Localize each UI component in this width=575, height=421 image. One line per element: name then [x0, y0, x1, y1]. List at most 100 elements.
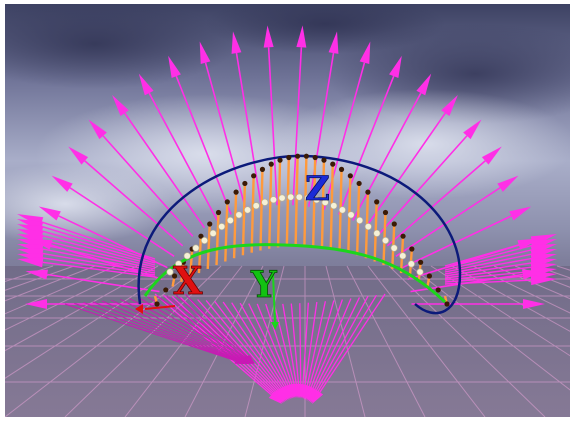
orange-arrow-tip [374, 199, 380, 205]
orange-arrow-tip [365, 189, 371, 195]
magenta-arrow [68, 146, 184, 247]
orange-arrow-tip [207, 221, 213, 227]
orange-arrow-tip [347, 173, 353, 179]
orange-arrow-tip [233, 189, 239, 195]
pearl-bead [390, 244, 398, 252]
orange-arrow-tip [154, 301, 160, 307]
magenta-arrow [263, 25, 278, 206]
grid-line [367, 265, 486, 417]
grid-line [451, 265, 570, 332]
pearl-bead [278, 194, 286, 202]
cloud-dark [5, 4, 235, 89]
pearl-bead [235, 211, 243, 219]
grid-line [493, 265, 570, 300]
orange-arrow-tip [286, 154, 292, 161]
orange-arrow-tip [400, 233, 406, 239]
orange-arrow-tip [215, 209, 222, 216]
cloud-light [275, 89, 570, 199]
grid-line [472, 265, 570, 314]
magenta-arrow [352, 73, 432, 221]
orange-arrow [285, 157, 291, 247]
pearl-bead [252, 202, 260, 210]
magenta-arrow [112, 95, 206, 229]
orange-arrow [250, 175, 255, 253]
pearl-bead [356, 216, 364, 224]
pearl-bead [347, 211, 355, 219]
orange-arrow-tip [171, 273, 178, 279]
pearl-bead [226, 216, 234, 224]
orange-arrow-tip [163, 287, 169, 293]
magenta-arrow [231, 31, 263, 207]
orange-arrow-tip [277, 157, 283, 163]
y-axis-stalk [272, 273, 276, 323]
orange-arrow-tip [338, 166, 345, 172]
magenta-arrow [292, 25, 307, 206]
orange-arrow-tip [418, 259, 424, 265]
grid-line [5, 265, 159, 352]
orange-arrow [241, 183, 247, 256]
orange-arrow [206, 223, 211, 270]
grid-line [430, 265, 570, 357]
grid-line [64, 265, 222, 417]
orange-arrow-tip [268, 161, 274, 167]
pearl-bead [261, 198, 269, 206]
orange-arrow [268, 164, 273, 249]
orange-arrow [215, 212, 220, 266]
green-curve [143, 243, 447, 304]
magenta-arrow [411, 299, 545, 309]
pearl-bead-curve [166, 193, 424, 276]
axis-label-z: Z [305, 169, 330, 209]
magenta-arrow [402, 206, 532, 269]
magenta-arrow [168, 55, 232, 215]
pearl-bead [192, 244, 200, 252]
grid-line [5, 265, 117, 315]
pearl-bead [218, 223, 226, 231]
magenta-arrow [364, 95, 458, 229]
orange-arrow-tip [198, 233, 204, 239]
pearl-bead [416, 268, 424, 276]
magenta-arrow [88, 119, 194, 237]
magenta-arrow [323, 41, 371, 211]
orange-arrow-tip [251, 173, 257, 179]
orange-arrow-tip [259, 166, 266, 172]
pearl-bead [330, 202, 338, 210]
axis-label-y: Y [250, 264, 278, 306]
grid-line [346, 265, 426, 417]
grid-line [409, 265, 570, 391]
magenta-arrow-cone [64, 293, 386, 404]
magenta-arrow [51, 175, 175, 257]
orange-arrow-tip [409, 246, 415, 252]
pearl-bead [209, 229, 217, 237]
pearl-bead [407, 260, 415, 268]
pearl-bead [399, 252, 407, 260]
magenta-arrow [376, 119, 482, 237]
magenta-arrow [17, 257, 156, 278]
magenta-arrow [199, 41, 247, 211]
pearl-bead [373, 229, 381, 237]
orange-arrow [224, 201, 229, 262]
orange-arrow [294, 156, 299, 247]
orange-arrow-tip [382, 209, 389, 216]
pearl-bead [364, 223, 372, 231]
pearl-bead [321, 198, 329, 206]
grid-line [244, 265, 285, 417]
axis-label-x: X [173, 258, 203, 303]
magenta-arrow [25, 269, 160, 293]
orange-arrow-tip [242, 180, 248, 187]
orange-arrow-tip [224, 199, 230, 205]
orange-arrow [188, 248, 194, 278]
grid-line [5, 265, 138, 331]
pearl-bead [166, 268, 174, 276]
pearl-bead [175, 260, 183, 268]
pearl-bead [269, 196, 277, 204]
magenta-arrow [312, 293, 386, 404]
pearl-bead [338, 206, 346, 214]
pearl-bead [382, 237, 390, 245]
orange-arrow-tip [426, 273, 433, 279]
grid-line [5, 265, 96, 302]
orange-arrow-tip [303, 153, 309, 159]
orange-arrow-tip [444, 301, 450, 307]
magenta-arrow [184, 293, 255, 364]
orange-arrow-tip [295, 153, 301, 159]
